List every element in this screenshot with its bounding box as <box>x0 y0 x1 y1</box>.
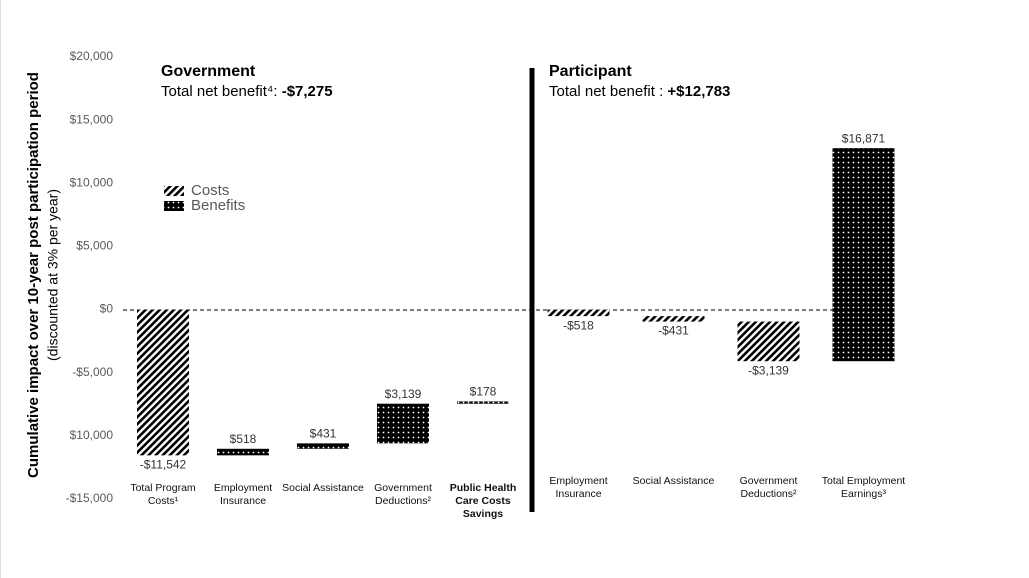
x-tick-label: Total Program Costs¹ <box>130 482 196 507</box>
y-tick-label: -$15,000 <box>66 491 114 505</box>
value-label: $178 <box>470 385 497 399</box>
y-tick-label: $5,000 <box>76 239 113 253</box>
value-label: $518 <box>230 432 257 446</box>
bar <box>642 316 705 322</box>
panel-note: Total net benefit : +$12,783 <box>549 83 730 100</box>
panel-title: Participant <box>549 63 632 80</box>
panel-net: -$7,275 <box>282 83 333 100</box>
bar <box>377 403 429 444</box>
legend-label: Benefits <box>191 197 245 214</box>
bar <box>832 148 895 362</box>
value-label: $431 <box>310 427 337 441</box>
y-tick-label: $20,000 <box>70 49 114 63</box>
bar <box>547 309 610 317</box>
x-tick-label: Public Health Care Costs Savings <box>449 482 517 520</box>
bar <box>217 448 269 456</box>
bar <box>297 443 349 449</box>
value-label: -$3,139 <box>748 363 789 377</box>
bar <box>137 309 189 456</box>
value-label: $3,139 <box>385 387 422 401</box>
value-label: -$518 <box>563 318 594 332</box>
panel-title: Government <box>161 63 256 80</box>
legend-swatch <box>164 186 184 196</box>
y-tick-label: -$5,000 <box>72 365 113 379</box>
y-axis-sublabel: (discounted at 3% per year) <box>45 189 61 361</box>
panel-note-text: Total net benefit⁴: <box>161 83 282 100</box>
bar <box>737 321 800 362</box>
panel-net: +$12,783 <box>667 83 730 100</box>
bar <box>457 401 509 404</box>
x-tick-label: Social Assistance <box>632 475 715 487</box>
panel-note: Total net benefit⁴: -$7,275 <box>161 83 333 100</box>
value-label: $16,871 <box>842 131 886 145</box>
legend-swatch <box>164 201 184 211</box>
y-axis-label: Cumulative impact over 10-year post part… <box>25 72 42 478</box>
x-tick-label: Employment Insurance <box>213 482 273 507</box>
y-tick-label: $0 <box>100 302 114 316</box>
y-tick-label: $10,000 <box>70 428 114 442</box>
value-label: -$431 <box>658 324 689 338</box>
x-tick-label: Government Deductions² <box>739 475 798 500</box>
panel-note-text: Total net benefit : <box>549 83 667 100</box>
x-tick-label: Government Deductions² <box>374 482 432 507</box>
y-tick-label: $10,000 <box>70 175 114 189</box>
y-tick-label: $15,000 <box>70 112 114 126</box>
legend-label: Costs <box>191 182 229 199</box>
x-tick-label: Social Assistance <box>282 482 364 494</box>
x-tick-label: Employment Insurance <box>549 475 608 500</box>
value-label: -$11,542 <box>140 458 187 472</box>
x-tick-label: Total Employment Earnings³ <box>821 475 906 500</box>
